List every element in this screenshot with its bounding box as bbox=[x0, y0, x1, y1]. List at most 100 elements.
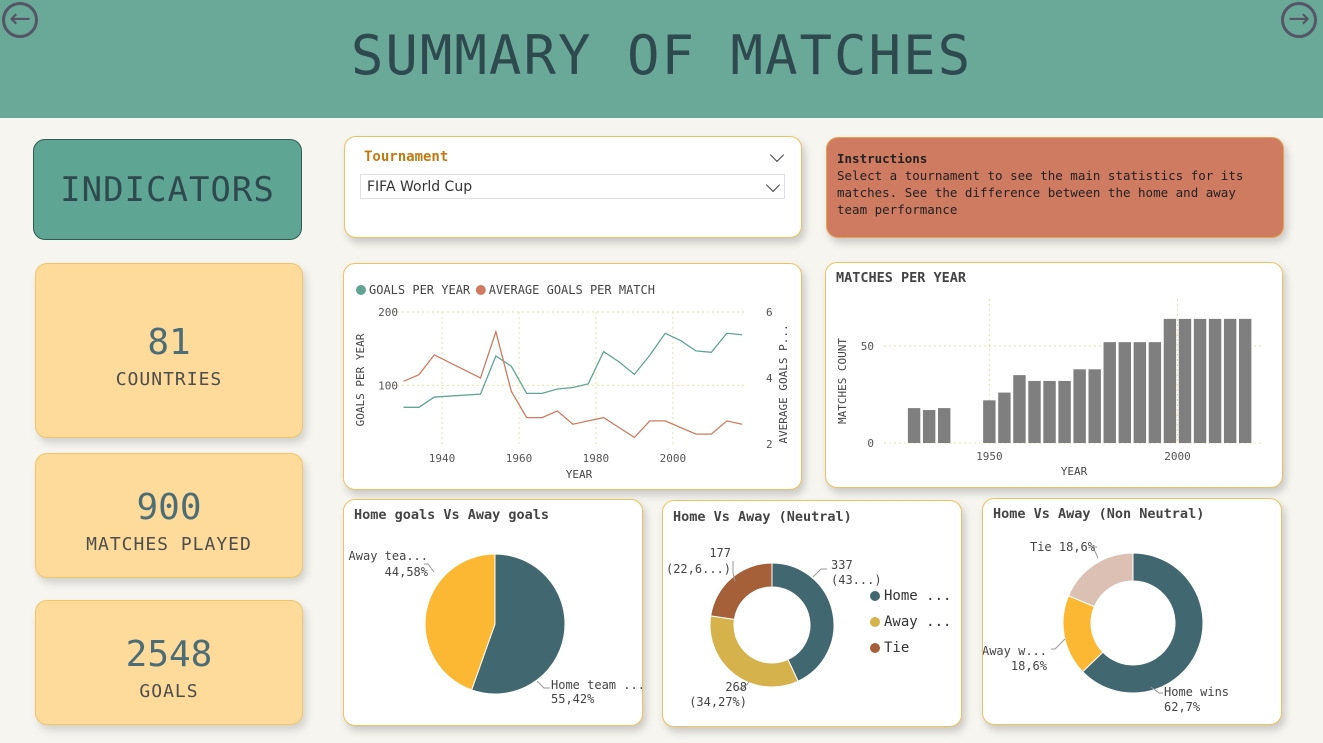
data-label: 268 bbox=[725, 680, 747, 694]
y-tick-label: 200 bbox=[378, 306, 398, 319]
matches-bar-chart-card: MATCHES PER YEAR 1950 2000 0 50 YEAR MATCHES C… bbox=[825, 262, 1283, 488]
kpi-label: COUNTRIES bbox=[115, 369, 223, 390]
bar-1950 bbox=[983, 400, 996, 443]
x-tick-label: 2000 bbox=[660, 452, 687, 465]
series-line-average-goals bbox=[403, 329, 743, 439]
bar-1982 bbox=[1103, 342, 1116, 443]
legend-marker bbox=[870, 591, 880, 601]
y-tick-label: 100 bbox=[378, 379, 398, 392]
tournament-slicer: Tournament FIFA World Cup bbox=[344, 136, 802, 238]
leader-line bbox=[1092, 546, 1099, 559]
leader-line bbox=[424, 563, 435, 573]
slicer-label: Tournament bbox=[364, 149, 449, 165]
bar-1994 bbox=[1148, 342, 1162, 443]
slice-label: Away w... bbox=[983, 644, 1047, 658]
data-label: 18,6% bbox=[1011, 659, 1048, 673]
chart-title: MATCHES PER YEAR bbox=[836, 270, 967, 286]
arrow-left-circle-icon: ← bbox=[9, 4, 31, 34]
bar-1954 bbox=[998, 392, 1011, 443]
bar-2014 bbox=[1223, 318, 1237, 443]
neutral-results-donut: Home Vs Away (Neutral) 337(43...) 268(34,2… bbox=[666, 509, 951, 709]
data-label: (22,6...) bbox=[666, 562, 731, 576]
goals-line-chart-card: GOALS PER YEAR AVERAGE GOALS PER MATCH 194… bbox=[343, 263, 802, 490]
instructions-box: Instructions Select a tournament to see … bbox=[826, 137, 1284, 238]
bar-2010 bbox=[1208, 318, 1222, 443]
instructions-title: Instructions bbox=[837, 151, 928, 166]
y-right-tick-label: 6 bbox=[766, 306, 773, 319]
slice-0 bbox=[771, 562, 835, 682]
page-title: SUMMARY OF MATCHES bbox=[350, 24, 973, 87]
chevron-down-icon[interactable] bbox=[769, 147, 785, 163]
chart-title: Home goals Vs Away goals bbox=[354, 507, 549, 523]
x-axis-title: YEAR bbox=[566, 468, 593, 481]
slice-label: Home wins bbox=[1164, 685, 1229, 699]
bar-1970 bbox=[1058, 380, 1071, 443]
kpi-value: 900 bbox=[136, 487, 202, 528]
data-label: 177 bbox=[709, 546, 731, 560]
legend-marker bbox=[475, 285, 486, 295]
home-away-goals-card: Home goals Vs Away goals Home team ... 55,… bbox=[343, 499, 643, 726]
kpi-card-countries: 81 COUNTRIES bbox=[35, 263, 303, 438]
bar-1934 bbox=[922, 410, 936, 443]
leader-line bbox=[1150, 686, 1163, 694]
slice-0 bbox=[1081, 552, 1204, 694]
legend-label: GOALS PER YEAR bbox=[369, 283, 471, 297]
legend-marker bbox=[356, 285, 366, 295]
legend-label: Tie bbox=[884, 640, 909, 656]
bar-2002 bbox=[1178, 318, 1192, 443]
kpi-label: GOALS bbox=[139, 681, 199, 702]
slice-2 bbox=[1067, 552, 1134, 608]
x-tick-label: 1960 bbox=[506, 452, 533, 465]
instructions-text: Select a tournament to see the main stat… bbox=[837, 168, 1244, 217]
bar-1978 bbox=[1088, 369, 1101, 443]
bar-1974 bbox=[1073, 369, 1086, 443]
bar-1998 bbox=[1163, 318, 1177, 443]
home-away-goals-pie: Home goals Vs Away goals Home team ...55,… bbox=[349, 507, 642, 706]
tournament-selected: FIFA World Cup bbox=[367, 179, 473, 195]
data-label: (34,27%) bbox=[689, 695, 747, 709]
x-tick-label: 1940 bbox=[429, 452, 456, 465]
slice-0 bbox=[470, 553, 566, 695]
chart-title: Home Vs Away (Non Neutral) bbox=[993, 506, 1204, 522]
tournament-dropdown[interactable]: FIFA World Cup bbox=[360, 174, 785, 199]
slice-2 bbox=[710, 562, 773, 620]
bar-1958 bbox=[1013, 375, 1026, 443]
series-line-goals-per-year bbox=[403, 332, 743, 408]
back-button[interactable]: ← bbox=[2, 2, 38, 38]
y-right-axis-title: AVERAGE GOALS P... bbox=[777, 324, 790, 443]
arrow-right-circle-icon: → bbox=[1288, 4, 1310, 34]
bar-2018 bbox=[1238, 318, 1252, 443]
kpi-card-matches: 900 MATCHES PLAYED bbox=[35, 453, 303, 578]
y-tick-label: 0 bbox=[867, 437, 874, 450]
y-tick-label: 50 bbox=[861, 340, 874, 353]
legend-label: AVERAGE GOALS PER MATCH bbox=[489, 283, 655, 297]
non-neutral-results-donut: Home Vs Away (Non Neutral) Home wins62,7%… bbox=[983, 506, 1229, 714]
indicators-title: INDICATORS bbox=[33, 139, 302, 240]
kpi-label: MATCHES PLAYED bbox=[86, 534, 252, 555]
legend-marker bbox=[870, 617, 880, 627]
chevron-down-icon bbox=[765, 177, 781, 193]
neutral-results-card: Home Vs Away (Neutral) 337 (43...) 268 (34,2… bbox=[662, 500, 962, 727]
bar-1962 bbox=[1028, 380, 1041, 443]
legend-label: Home ... bbox=[884, 588, 951, 604]
bar-1986 bbox=[1118, 342, 1131, 443]
x-tick-label: 2000 bbox=[1164, 450, 1191, 463]
slice-1 bbox=[709, 615, 799, 688]
leader-line bbox=[1051, 638, 1066, 650]
non-neutral-results-card: Home Vs Away (Non Neutral) Home wins 62,7%… bbox=[982, 498, 1282, 725]
y-axis-title: GOALS PER YEAR bbox=[354, 333, 367, 426]
bar-1930 bbox=[907, 408, 921, 443]
bar-2006 bbox=[1193, 318, 1207, 443]
leader-line bbox=[732, 561, 736, 582]
y-right-tick-label: 2 bbox=[766, 438, 773, 451]
slice-label: Home team ... bbox=[551, 678, 642, 692]
matches-bar-chart: MATCHES PER YEAR 1950 2000 0 50 YEAR MATCHES C… bbox=[836, 270, 1264, 478]
data-label: 337 bbox=[831, 558, 853, 572]
data-label: (43...) bbox=[831, 573, 882, 587]
y-right-tick-label: 4 bbox=[766, 372, 773, 385]
slice-1 bbox=[424, 553, 496, 691]
chart-title: Home Vs Away (Neutral) bbox=[673, 509, 852, 525]
bar-1938 bbox=[937, 408, 951, 443]
forward-button[interactable]: → bbox=[1281, 2, 1317, 38]
kpi-card-goals: 2548 GOALS bbox=[35, 600, 303, 725]
